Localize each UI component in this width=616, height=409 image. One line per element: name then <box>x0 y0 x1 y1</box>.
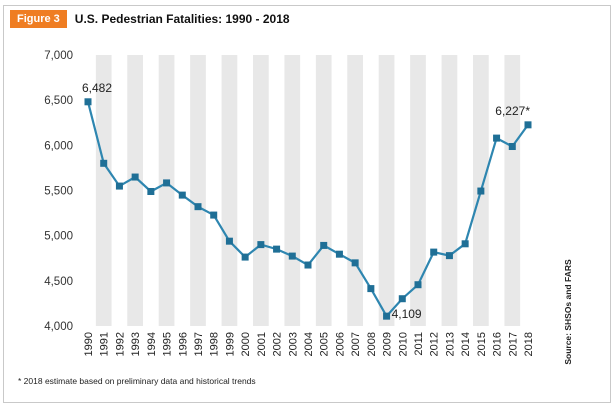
grid-band <box>441 55 458 326</box>
data-point <box>257 241 265 249</box>
data-point <box>147 187 155 195</box>
data-point <box>131 173 139 181</box>
y-tick-label: 6,500 <box>44 95 73 107</box>
x-tick-label: 1990 <box>83 332 95 356</box>
grid-band <box>158 55 175 326</box>
background-bands <box>95 55 521 326</box>
x-tick-label: 1994 <box>146 332 158 356</box>
y-tick-label: 5,000 <box>44 231 73 243</box>
data-point <box>445 252 453 260</box>
series-line <box>86 101 529 319</box>
data-labels: 6,482 4,109 6,227* <box>82 81 530 321</box>
data-point <box>273 245 281 253</box>
data-point <box>194 203 202 211</box>
x-tick-label: 2011 <box>413 332 425 356</box>
data-point <box>320 241 328 249</box>
data-label: 6,227* <box>495 104 530 118</box>
grid-band <box>347 55 363 326</box>
y-tick-label: 4,000 <box>44 321 73 333</box>
data-point <box>115 182 123 190</box>
data-point <box>414 281 422 289</box>
x-tick-label: 1993 <box>130 332 142 356</box>
x-tick-label: 2002 <box>272 332 284 356</box>
data-point <box>210 211 218 219</box>
source-note: Source: SHSOs and FARS <box>563 259 573 365</box>
grid-band <box>284 55 301 326</box>
x-tick-label: 2007 <box>350 332 362 356</box>
data-point <box>335 250 343 258</box>
x-tick-label: 2017 <box>507 332 519 356</box>
x-tick-label: 2018 <box>523 332 535 356</box>
x-axis-ticks: 1990 1991 1992 1993 1994 1995 1996 1997 1998 1999… <box>83 332 535 356</box>
data-point <box>241 253 249 261</box>
x-tick-label: 2005 <box>319 332 331 356</box>
x-tick-label: 2016 <box>492 332 504 356</box>
x-tick-label: 1996 <box>177 332 189 356</box>
chart-title: U.S. Pedestrian Fatalities: 1990 - 2018 <box>74 12 290 26</box>
x-tick-label: 1997 <box>193 332 205 356</box>
x-tick-label: 1995 <box>162 332 174 356</box>
footnote: * 2018 estimate based on preliminary dat… <box>18 376 256 386</box>
x-tick-label: 2000 <box>240 332 252 356</box>
data-point <box>100 159 108 167</box>
x-tick-label: 2012 <box>429 332 441 356</box>
grid-band <box>127 55 143 326</box>
x-tick-label: 2009 <box>382 332 394 356</box>
data-label: 4,109 <box>392 307 422 321</box>
grid-band <box>253 55 269 326</box>
data-point <box>225 237 233 245</box>
data-point <box>383 312 391 320</box>
x-tick-label: 2013 <box>444 332 456 356</box>
data-point <box>178 191 186 199</box>
data-point <box>430 248 438 256</box>
figure-label-badge: Figure 3 <box>10 10 67 28</box>
y-tick-label: 6,000 <box>44 140 73 152</box>
grid-band <box>378 55 395 326</box>
data-markers <box>84 98 532 320</box>
x-tick-label: 1992 <box>114 332 126 356</box>
data-point <box>367 285 375 293</box>
grid-band <box>410 55 426 326</box>
figure-header: Figure 3 U.S. Pedestrian Fatalities: 199… <box>10 10 290 28</box>
y-tick-label: 4,500 <box>44 276 73 288</box>
grid-band <box>504 55 521 326</box>
x-tick-label: 2001 <box>256 332 268 356</box>
data-point <box>288 252 296 260</box>
data-point <box>524 121 532 129</box>
x-tick-label: 2004 <box>303 332 315 356</box>
data-point <box>493 134 501 142</box>
grid-band <box>221 55 238 326</box>
x-tick-label: 2015 <box>476 332 488 356</box>
x-tick-label: 1998 <box>209 332 221 356</box>
data-point <box>84 98 92 106</box>
grid-band <box>190 55 206 326</box>
x-tick-label: 1991 <box>99 332 111 356</box>
data-point <box>508 143 516 151</box>
data-point <box>461 240 469 248</box>
data-point <box>304 261 312 269</box>
x-tick-label: 1999 <box>224 332 236 356</box>
x-tick-label: 2010 <box>397 332 409 356</box>
y-tick-label: 5,500 <box>44 186 73 198</box>
y-tick-label: 7,000 <box>44 50 73 62</box>
data-point <box>398 295 406 303</box>
grid-band <box>95 55 112 326</box>
data-point <box>351 259 359 267</box>
data-label: 6,482 <box>82 81 112 95</box>
x-tick-label: 2006 <box>334 332 346 356</box>
x-tick-label: 2014 <box>460 332 472 356</box>
x-tick-label: 2003 <box>287 332 299 356</box>
data-point <box>163 179 171 187</box>
x-tick-label: 2008 <box>366 332 378 356</box>
y-axis-ticks: 4,000 4,500 5,000 5,500 6,000 6,500 7,000 <box>44 50 73 333</box>
data-point <box>477 187 485 195</box>
grid-band <box>315 55 332 326</box>
